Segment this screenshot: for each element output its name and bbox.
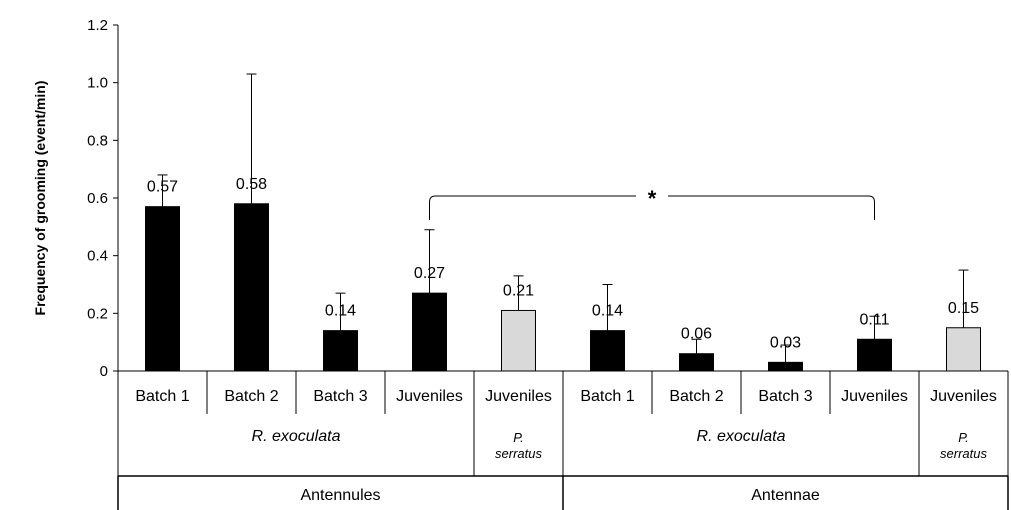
value-label: 0.11 (860, 311, 890, 328)
significance-bracket: * (429, 186, 875, 220)
error-bars (157, 73, 969, 363)
category-label: Batch 1 (580, 388, 634, 405)
category-label: Batch 2 (669, 388, 723, 405)
organ-label: Antennules (300, 487, 380, 504)
y-tick-label: 0.6 (87, 190, 108, 207)
value-label: 0.57 (147, 179, 178, 196)
category-label: Juveniles (930, 388, 997, 405)
bar (590, 330, 625, 372)
species-label: R. exoculata (697, 428, 786, 445)
value-labels: 0.57 0.58 0.14 0.27 0.21 0.14 0.06 0.03 0.11 0.15 (147, 176, 979, 352)
y-tick-label: 0 (100, 363, 108, 380)
value-label: 0.14 (592, 303, 623, 320)
bracket-left (429, 195, 636, 220)
bar (234, 203, 269, 372)
value-label: 0.06 (681, 326, 712, 343)
category-label: Juveniles (396, 388, 463, 405)
bar (768, 361, 803, 372)
species-label: P. serratus (940, 430, 987, 461)
category-label: Juveniles (841, 388, 908, 405)
significance-marker: * (648, 186, 657, 211)
bar (323, 330, 358, 372)
y-tick-label: 0.4 (87, 248, 108, 265)
y-tick-label: 0.8 (87, 132, 108, 149)
bar (145, 206, 180, 372)
value-label: 0.14 (325, 303, 356, 320)
value-label: 0.03 (770, 334, 801, 351)
category-label: Batch 3 (313, 388, 367, 405)
organ-label: Antennae (751, 487, 820, 504)
bar (501, 309, 536, 372)
bar (857, 338, 892, 372)
y-axis: 0 0.2 0.4 0.6 0.8 1.0 1.2 (87, 17, 119, 380)
y-axis-label: Frequency of grooming (event/min) (32, 81, 48, 316)
y-tick-label: 1.0 (87, 75, 108, 92)
value-label: 0.21 (503, 282, 534, 299)
bar (412, 292, 447, 372)
category-label: Batch 2 (224, 388, 278, 405)
species-label: R. exoculata (252, 428, 341, 445)
x-axis-category-table: Batch 1 Batch 2 Batch 3 Juveniles Juveniles B… (117, 370, 1009, 510)
category-label: Batch 1 (135, 388, 189, 405)
y-tick-label: 1.2 (87, 17, 108, 34)
bar (679, 353, 714, 372)
value-label: 0.15 (948, 300, 979, 317)
bracket-right (668, 195, 875, 220)
species-label: P. serratus (495, 430, 542, 461)
bar (946, 327, 981, 372)
bars (145, 203, 981, 372)
value-label: 0.58 (236, 176, 267, 193)
value-label: 0.27 (414, 265, 445, 282)
y-tick-label: 0.2 (87, 305, 108, 322)
category-label: Juveniles (485, 388, 552, 405)
category-label: Batch 3 (758, 388, 812, 405)
